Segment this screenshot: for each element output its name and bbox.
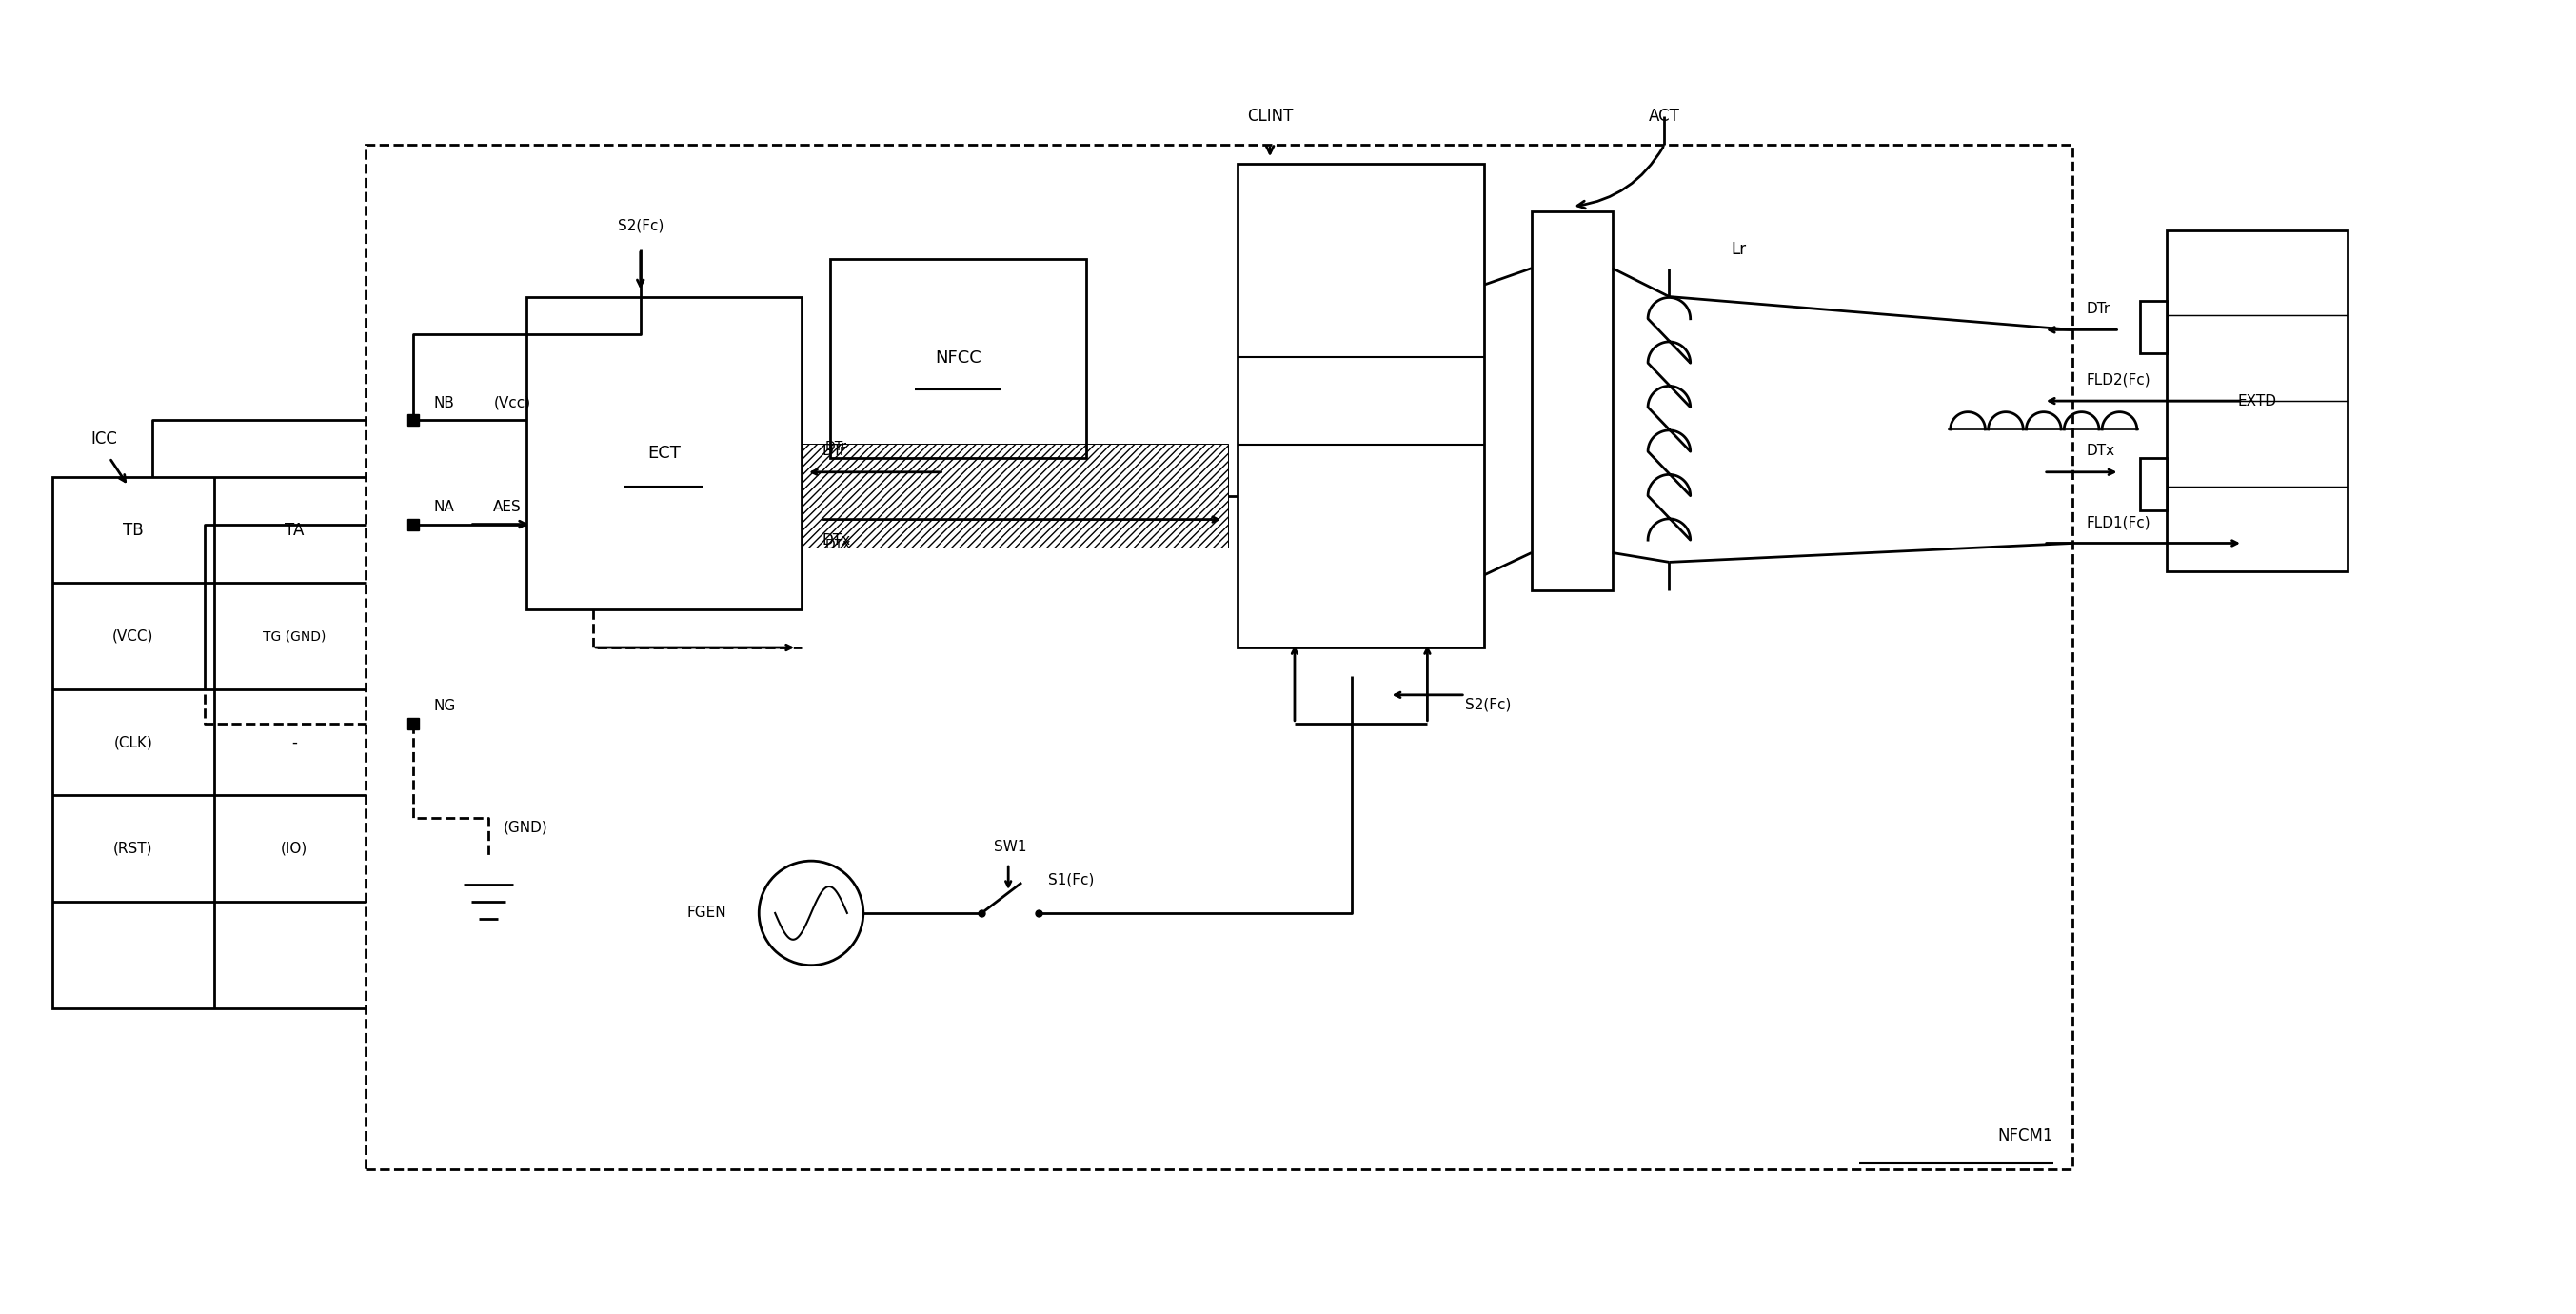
Text: DTx: DTx (822, 533, 850, 548)
Text: (CLK): (CLK) (113, 736, 152, 749)
Text: NFCM1: NFCM1 (1996, 1127, 2053, 1144)
Bar (366, 145, 2071, 1169)
Text: AES: AES (495, 501, 523, 514)
Bar (52, 477, 376, 1008)
Text: TG (GND): TG (GND) (263, 629, 327, 643)
Text: DTr: DTr (822, 444, 848, 459)
Text: FLD2(Fc): FLD2(Fc) (2087, 373, 2151, 388)
Text: ACT: ACT (1649, 108, 1680, 125)
Text: DTx: DTx (2087, 444, 2115, 459)
Text: TA: TA (286, 522, 304, 539)
Text: NG: NG (433, 699, 456, 714)
Bar (1533, 212, 1613, 590)
Bar (2166, 230, 2347, 572)
Text: DTr: DTr (824, 440, 848, 453)
Text: NA: NA (433, 501, 453, 514)
Text: DTx: DTx (824, 539, 853, 552)
Text: CLINT: CLINT (1247, 108, 1293, 125)
Bar (2141, 301, 2166, 353)
Text: FLD1(Fc): FLD1(Fc) (2087, 515, 2151, 530)
Text: NB: NB (433, 396, 453, 410)
Text: Lr: Lr (1731, 240, 1747, 258)
Text: S2(Fc): S2(Fc) (618, 218, 665, 233)
Text: DTr: DTr (2087, 302, 2110, 317)
Text: TB: TB (124, 522, 144, 539)
Text: FGEN: FGEN (688, 905, 726, 920)
Text: EXTD: EXTD (2239, 394, 2277, 409)
Text: (Vcc): (Vcc) (495, 396, 531, 410)
Text: -: - (291, 733, 296, 750)
Bar (829, 259, 1087, 457)
Text: S1(Fc): S1(Fc) (1048, 872, 1095, 887)
Bar (526, 297, 801, 610)
Text: (IO): (IO) (281, 841, 307, 855)
Text: ECT: ECT (647, 444, 680, 461)
Text: (GND): (GND) (502, 820, 549, 834)
Text: (VCC): (VCC) (113, 629, 155, 644)
Bar (1236, 164, 1484, 648)
Bar (2141, 459, 2166, 510)
Text: SW1: SW1 (994, 840, 1028, 854)
Text: ICC: ICC (90, 430, 116, 448)
Text: S2(Fc): S2(Fc) (1466, 698, 1512, 712)
Bar (801, 444, 1229, 548)
Text: (RST): (RST) (113, 841, 152, 855)
Text: NFCC: NFCC (935, 350, 981, 367)
